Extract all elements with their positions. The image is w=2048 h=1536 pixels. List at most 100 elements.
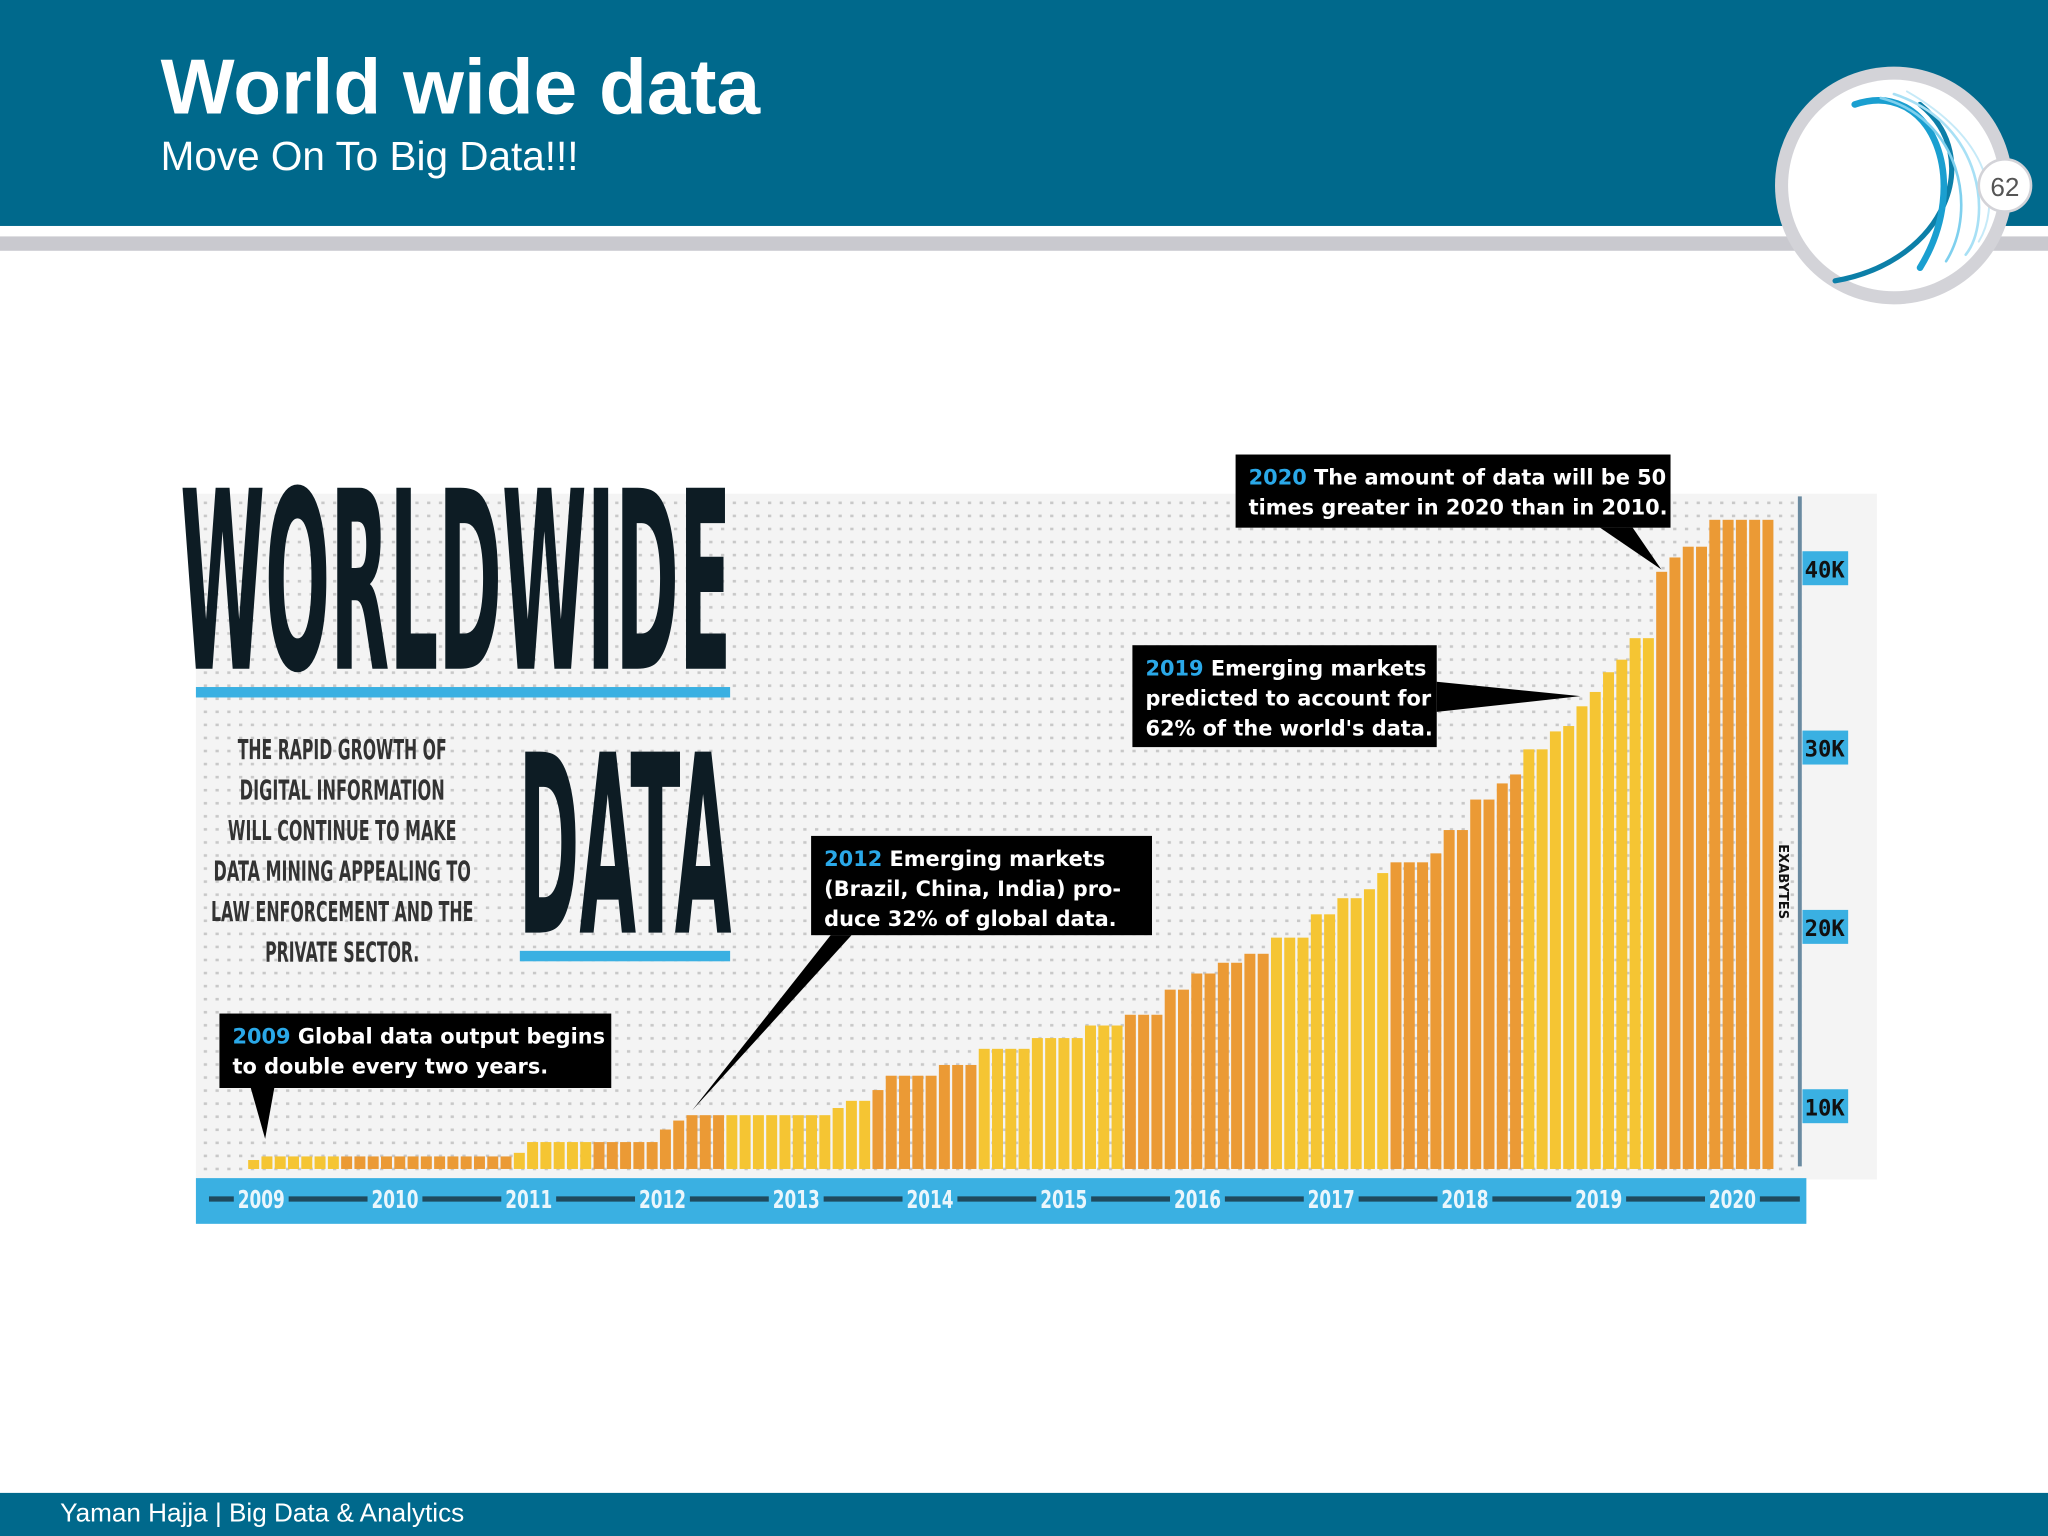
bar (314, 1156, 326, 1169)
x-tick-label: 2020 (1709, 1185, 1756, 1214)
bar (912, 1075, 924, 1169)
bar (1284, 937, 1296, 1169)
y-tick-box (1802, 909, 1849, 944)
bar (1629, 638, 1641, 1169)
bar (460, 1156, 472, 1169)
bar (553, 1142, 565, 1169)
bar (1377, 873, 1389, 1169)
bar (1722, 519, 1734, 1169)
callout-text: predicted to account for (1145, 686, 1431, 710)
bar (1510, 774, 1522, 1169)
bar (845, 1100, 857, 1169)
headline-worldwide: WORLDWIDE (180, 439, 731, 728)
callout-text: Emerging markets (1211, 656, 1427, 680)
y-tick-box (1802, 1089, 1849, 1124)
bar (1031, 1038, 1043, 1169)
x-tick-bg (1036, 1183, 1092, 1215)
callout-line: 2019 Emerging markets (1145, 656, 1426, 680)
headline-data: DATA (519, 703, 732, 992)
bar (1390, 862, 1402, 1169)
bar (1696, 546, 1708, 1169)
bar (806, 1115, 818, 1169)
x-tick-label: 2011 (505, 1185, 552, 1214)
bar-series (248, 519, 1774, 1169)
header-divider (0, 236, 2048, 251)
bar (872, 1090, 884, 1169)
callout-box (1132, 645, 1437, 748)
x-tick-label: 2015 (1040, 1185, 1087, 1214)
x-tick-label: 2012 (639, 1185, 686, 1214)
callout-line: 62% of the world's data. (1145, 716, 1432, 740)
bar (1045, 1038, 1057, 1169)
x-tick-bg (233, 1183, 289, 1215)
x-tick-bg (635, 1183, 690, 1215)
bar (1337, 898, 1349, 1169)
logo-swoosh-icon (1832, 90, 1991, 284)
slide-title: World wide data (160, 43, 761, 131)
bar (1749, 519, 1761, 1169)
bar (420, 1156, 432, 1169)
bar (580, 1142, 592, 1169)
bar (367, 1156, 379, 1169)
callout-text: to double every two years. (232, 1055, 548, 1079)
blurb-line: DATA MINING APPEALING TO (214, 856, 471, 887)
bar (301, 1156, 313, 1169)
bar (1257, 953, 1269, 1169)
x-tick-label: 2016 (1174, 1185, 1221, 1214)
bar (686, 1115, 698, 1169)
callout-2012: 2012 Emerging markets (Brazil, China, Ind… (692, 835, 1152, 1111)
bar (1762, 519, 1774, 1169)
bar (792, 1115, 804, 1169)
bar (1456, 830, 1468, 1169)
x-tick-bg (1170, 1183, 1225, 1215)
bar (1735, 519, 1747, 1169)
bar (1111, 1025, 1123, 1169)
bar (859, 1100, 871, 1169)
x-tick-bg (1303, 1183, 1359, 1215)
bar (1523, 749, 1535, 1169)
bar (1204, 973, 1216, 1169)
bar (952, 1064, 964, 1169)
x-tick-bg (1437, 1183, 1493, 1215)
bar (1177, 989, 1189, 1169)
bar (434, 1156, 446, 1169)
callout-2019: 2019 Emerging markets predicted to accoun… (1132, 645, 1581, 748)
page-number-badge (1977, 158, 2033, 213)
callout-line: to double every two years. (232, 1055, 548, 1079)
bar (992, 1048, 1003, 1169)
bar (1363, 889, 1375, 1169)
callout-pointer (1599, 527, 1662, 570)
headline-underline (195, 687, 731, 698)
bar (473, 1156, 485, 1169)
y-tick-box (1802, 551, 1849, 586)
bar (1656, 571, 1668, 1169)
bar (1536, 749, 1548, 1169)
bar (1430, 853, 1442, 1169)
footer-band (0, 1492, 2048, 1536)
x-tick-label: 2009 (238, 1185, 285, 1214)
x-tick-bg (501, 1183, 557, 1215)
blurb-line: LAW ENFORCEMENT AND THE (211, 897, 474, 928)
logo: 62 (1775, 66, 2033, 305)
slide-subtitle: Move On To Big Data!!! (160, 133, 579, 179)
bar (487, 1156, 499, 1169)
callouts: 2009 Global data output begins to double … (219, 454, 1671, 1139)
blurb-line: DIGITAL INFORMATION (240, 775, 445, 806)
blurb-line: THE RAPID GROWTH OF (238, 735, 447, 766)
bar (899, 1075, 911, 1169)
x-tick-label: 2019 (1575, 1185, 1622, 1214)
callout-line: (Brazil, China, India) pro- (824, 877, 1121, 901)
y-tick-label: 30K (1805, 737, 1846, 763)
bar (659, 1129, 671, 1169)
x-tick-bg (367, 1183, 423, 1215)
bar (646, 1142, 658, 1169)
page-number: 62 (1990, 172, 2019, 202)
callout-line: 2020 The amount of data will be 50 (1249, 466, 1667, 490)
bar (1709, 519, 1721, 1169)
y-tick-label: 40K (1805, 557, 1846, 583)
bar (1669, 557, 1681, 1169)
bar (1470, 799, 1482, 1169)
bar (1297, 937, 1309, 1169)
bar (1138, 1014, 1150, 1169)
